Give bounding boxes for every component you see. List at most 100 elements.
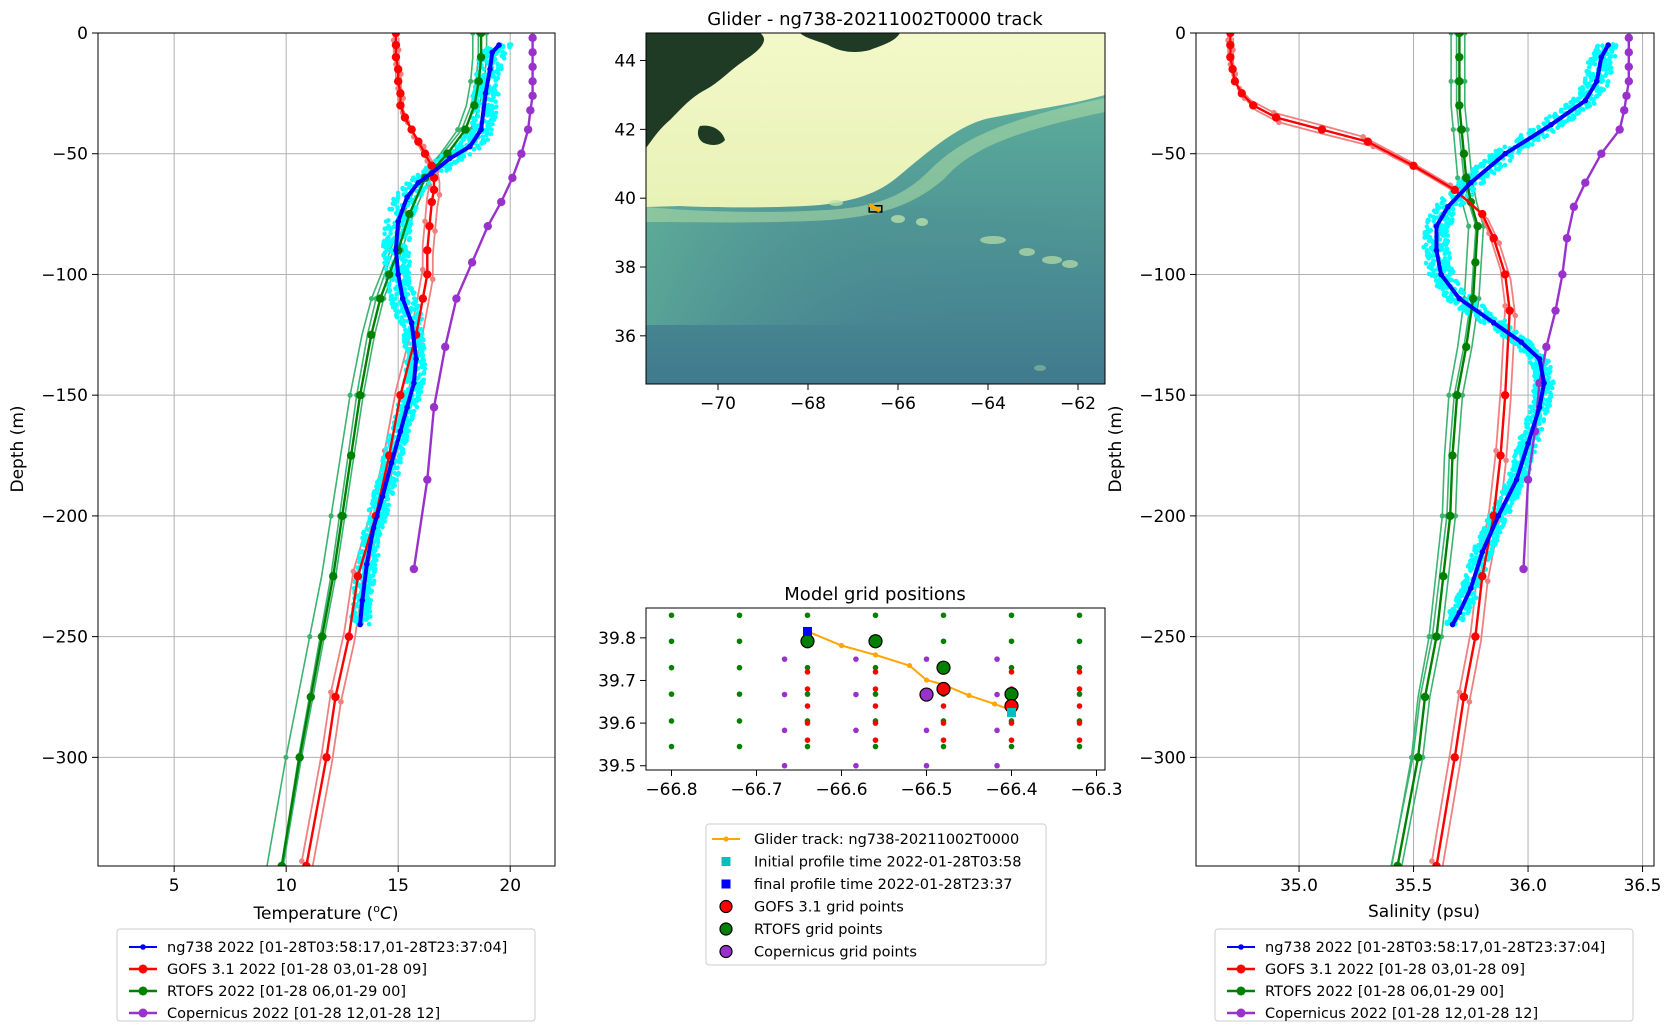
glider-scatter-point bbox=[405, 282, 411, 288]
glider-scatter-point bbox=[390, 484, 395, 490]
legend-label: RTOFS 2022 [01-28 06,01-29 00] bbox=[167, 984, 406, 1000]
glider-scatter-point bbox=[395, 459, 400, 464]
gofs-grid-dot bbox=[872, 686, 879, 692]
grid-positions-legend: Glider track: ng738-20211002T0000 Initial… bbox=[705, 823, 1047, 966]
glider-scatter-point bbox=[474, 72, 479, 77]
glider-scatter-point bbox=[1542, 134, 1547, 140]
legend-marker bbox=[719, 899, 733, 914]
copernicus-point bbox=[528, 33, 537, 43]
glider-mean-point bbox=[379, 493, 386, 500]
glider-scatter-point bbox=[1608, 70, 1613, 75]
grid-positions-frame bbox=[645, 607, 1106, 771]
salinity-axes-frame bbox=[1195, 32, 1655, 867]
y-tick-label: −150 bbox=[1139, 386, 1186, 406]
gofs-companion-line bbox=[1232, 37, 1517, 866]
legend-label: GOFS 3.1 2022 [01-28 03,01-28 09] bbox=[1265, 962, 1525, 978]
y-tick-label: 42 bbox=[614, 120, 636, 140]
glider-scatter-point bbox=[1599, 79, 1604, 85]
glider-scatter-point bbox=[491, 74, 497, 80]
y-tick-label: −200 bbox=[41, 507, 88, 527]
glider-scatter-point bbox=[1449, 277, 1454, 283]
glider-scatter-point bbox=[484, 46, 489, 52]
glider-scatter-point bbox=[1555, 125, 1560, 131]
gofs-point bbox=[423, 246, 432, 255]
x-tick-label: −66.3 bbox=[1070, 780, 1122, 800]
rtofs-grid-dot bbox=[872, 691, 879, 697]
glider-scatter-point bbox=[368, 507, 373, 512]
rtofs-grid-dot bbox=[736, 612, 743, 619]
gofs-companion-point bbox=[1502, 303, 1508, 309]
temperature-legend: ng738 2022 [01-28T03:58:17,01-28T23:37:0… bbox=[116, 928, 536, 1022]
glider-scatter-point bbox=[1440, 286, 1446, 292]
rtofs-grid-dot bbox=[872, 743, 879, 750]
rtofs-companion-point bbox=[1450, 126, 1456, 133]
seamount bbox=[891, 215, 905, 223]
gofs-companion-point bbox=[1493, 447, 1499, 454]
gofs-point bbox=[427, 197, 436, 207]
legend-marker bbox=[138, 1008, 148, 1018]
initial-profile-marker bbox=[1007, 707, 1016, 717]
rtofs-companion-point bbox=[283, 754, 289, 760]
glider-mean-point bbox=[1536, 356, 1543, 362]
rtofs-selected-point bbox=[800, 634, 815, 649]
glider-scatter-point bbox=[393, 210, 399, 216]
rtofs-grid-dot bbox=[1076, 638, 1083, 645]
rtofs-point bbox=[1462, 173, 1471, 183]
glider-scatter-point bbox=[1455, 281, 1461, 287]
glider-scatter-point bbox=[422, 366, 428, 371]
legend-marker bbox=[1238, 944, 1244, 950]
rtofs-companion-point bbox=[1476, 295, 1482, 302]
legend-marker bbox=[721, 879, 731, 889]
y-tick-label: −300 bbox=[41, 748, 88, 768]
glider-mean-point bbox=[1456, 609, 1463, 616]
y-tick-label: −300 bbox=[1139, 748, 1186, 768]
glider-scatter-point bbox=[1442, 251, 1448, 257]
rtofs-grid-dot bbox=[668, 664, 675, 671]
glider-scatter-point bbox=[472, 125, 478, 130]
glider-scatter-point bbox=[1445, 224, 1450, 229]
x-tick-label: 36.5 bbox=[1624, 876, 1662, 896]
glider-scatter-point bbox=[439, 168, 444, 173]
glider-scatter-point bbox=[1449, 212, 1454, 218]
glider-scatter-point bbox=[1495, 533, 1500, 539]
slope-band bbox=[646, 205, 1105, 325]
copernicus-point bbox=[1624, 62, 1634, 72]
gofs-grid-dot bbox=[1076, 720, 1083, 726]
rtofs-grid-dot bbox=[872, 664, 879, 671]
legend-marker bbox=[138, 986, 148, 996]
glider-scatter-point bbox=[1496, 167, 1502, 172]
glider-scatter-point bbox=[1552, 115, 1558, 120]
glider-scatter-point bbox=[1580, 107, 1586, 112]
glider-scatter-point bbox=[1558, 109, 1564, 114]
glider-mean-point bbox=[399, 295, 406, 302]
gofs-companion-line bbox=[300, 33, 431, 862]
glider-scatter-point bbox=[1470, 187, 1475, 193]
glider-scatter-point bbox=[1490, 542, 1496, 548]
glider-scatter-point bbox=[1426, 238, 1432, 244]
rtofs-companion-point bbox=[1464, 126, 1470, 133]
glider-mean-point bbox=[395, 218, 401, 225]
glider-scatter-point bbox=[1591, 101, 1597, 106]
glider-scatter-point bbox=[406, 230, 412, 235]
rtofs-point bbox=[461, 125, 470, 134]
glider-track-line bbox=[807, 630, 1012, 712]
gofs-grid-dot bbox=[804, 720, 811, 726]
glider-scatter-point bbox=[475, 108, 481, 114]
glider-mean-point bbox=[1502, 150, 1508, 157]
glider-mean-point bbox=[393, 247, 399, 254]
glider-scatter-point bbox=[1463, 606, 1468, 611]
glider-scatter-point bbox=[1461, 611, 1466, 617]
gofs-point bbox=[1249, 101, 1258, 110]
glider-scatter-point bbox=[403, 187, 409, 192]
gofs-point bbox=[414, 137, 423, 146]
copernicus-point bbox=[497, 197, 506, 207]
glider-scatter-point bbox=[1431, 218, 1437, 224]
x-tick-label: −66.5 bbox=[900, 780, 952, 800]
legend-marker bbox=[719, 944, 733, 959]
glider-mean-point bbox=[489, 49, 496, 56]
glider-scatter-point bbox=[491, 117, 497, 123]
glider-scatter-point bbox=[1469, 552, 1474, 558]
rtofs-point bbox=[1432, 632, 1441, 641]
copernicus-point bbox=[452, 294, 461, 303]
